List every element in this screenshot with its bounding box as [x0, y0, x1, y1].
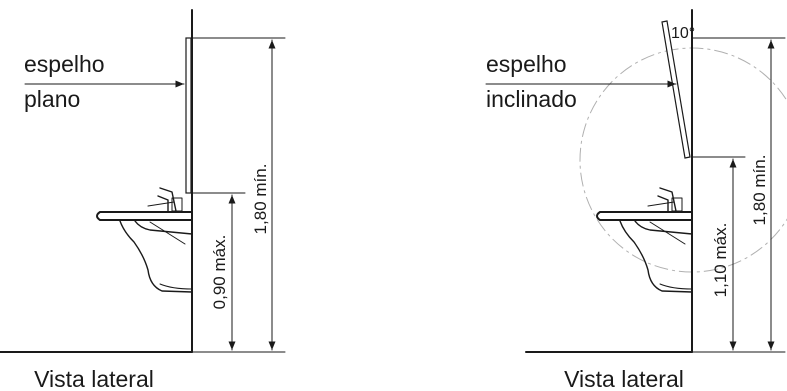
label-flat-mirror-line1: espelho [24, 51, 105, 77]
dimension-label-total: 1,80 mín. [750, 155, 769, 226]
angle-label: 10° [671, 25, 695, 42]
label-tilted-mirror-line1: espelho [486, 51, 567, 77]
caption-right: Vista lateral [564, 366, 684, 391]
flat-mirror [185, 37, 192, 194]
dimension-label-lower: 1,10 máx. [711, 223, 730, 298]
caption-left: Vista lateral [34, 366, 154, 391]
dimension-label-lower: 0,90 máx. [210, 235, 229, 310]
panel-tilted-mirror: 10° espelho inclinado 1,80 mín. 1,10 máx… [485, 9, 787, 391]
washbasin [96, 187, 193, 293]
label-flat-mirror-line2: plano [24, 86, 80, 112]
tilted-mirror [661, 20, 691, 159]
dimension-label-total: 1,80 mín. [251, 164, 270, 235]
label-tilted-mirror-line2: inclinado [486, 86, 577, 112]
washbasin [596, 187, 693, 293]
panel-flat-mirror: espelho plano 1,80 mín. 0,90 máx. Vista … [0, 9, 286, 391]
